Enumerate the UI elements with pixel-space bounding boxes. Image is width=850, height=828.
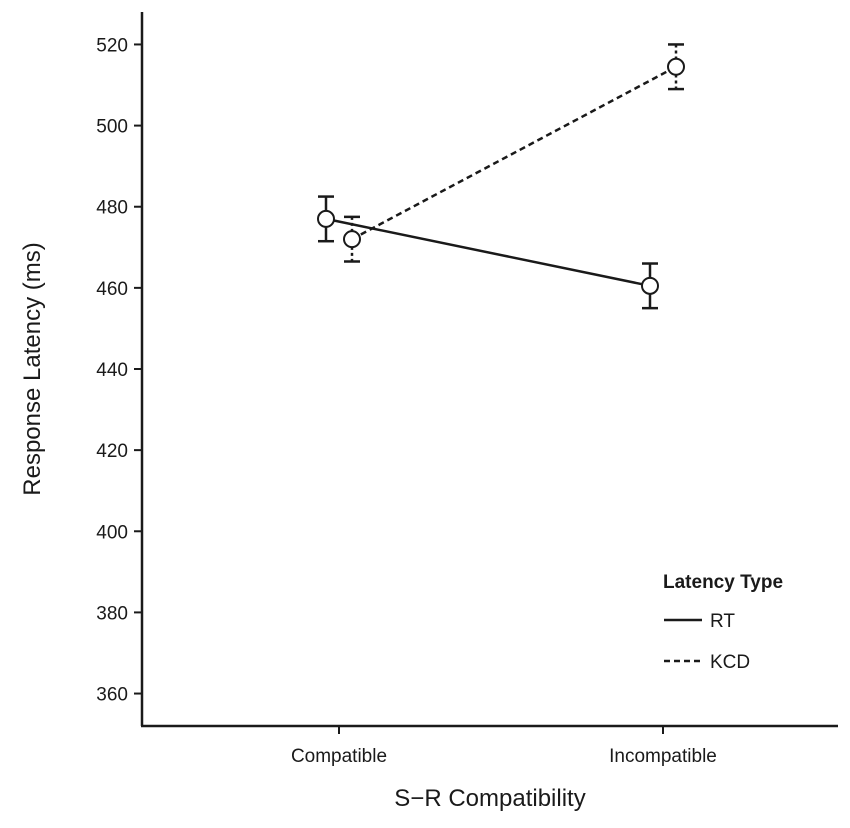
y-axis-title: Response Latency (ms) — [19, 242, 46, 495]
y-tick-label: 520 — [96, 35, 128, 56]
legend-label-kcd: KCD — [710, 652, 750, 673]
y-tick-label: 360 — [96, 685, 128, 706]
x-tick-label: Incompatible — [609, 746, 717, 767]
y-tick-label: 480 — [96, 198, 128, 219]
legend-label-rt: RT — [710, 611, 735, 632]
data-point-rt — [641, 276, 659, 295]
series-line-rt — [325, 217, 651, 288]
x-axis-title: S−R Compatibility — [394, 785, 585, 812]
y-tick-label: 380 — [96, 603, 128, 624]
data-point-kcd — [667, 57, 685, 76]
y-tick-label: 440 — [96, 360, 128, 381]
legend: Latency Type RT KCD — [663, 572, 783, 673]
data-point-rt — [317, 209, 335, 228]
y-tick-label: 500 — [96, 117, 128, 138]
y-ticks: 360 380 400 420 440 460 480 500 520 — [96, 35, 142, 706]
series-line-kcd — [351, 65, 677, 241]
plot-area — [317, 43, 685, 310]
x-ticks: Compatible Incompatible — [291, 726, 717, 767]
data-point-kcd — [343, 230, 361, 249]
y-tick-label: 420 — [96, 441, 128, 462]
y-tick-label: 400 — [96, 522, 128, 543]
legend-title: Latency Type — [663, 572, 783, 593]
y-tick-label: 460 — [96, 279, 128, 300]
x-tick-label: Compatible — [291, 746, 387, 767]
